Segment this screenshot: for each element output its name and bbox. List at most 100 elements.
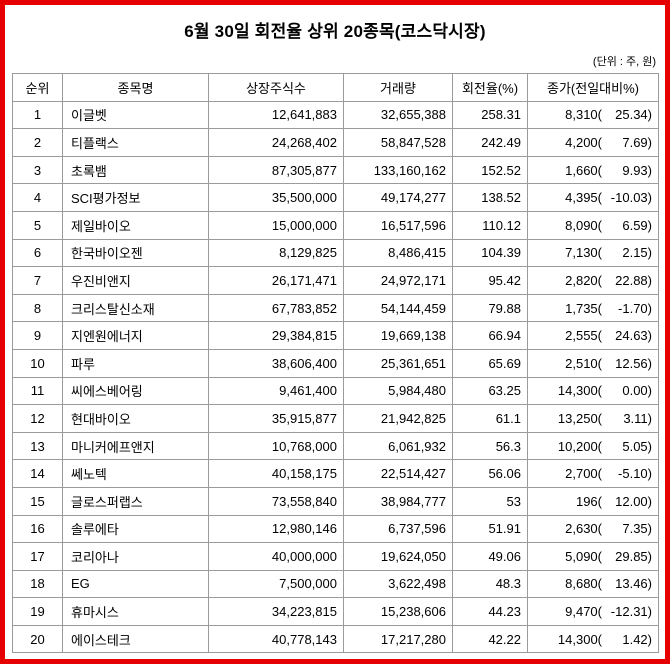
shares-cell: 40,000,000 <box>208 542 344 571</box>
rank-cell: 17 <box>12 542 63 571</box>
table-row: 11 씨에스베어링 9,461,400 5,984,480 63.25 14,300(0.… <box>12 376 659 406</box>
name-cell: 솔루에타 <box>62 514 209 544</box>
turnover-cell: 61.1 <box>452 404 528 433</box>
close-cell: 4,200(7.69) <box>527 128 659 157</box>
close-change: 24.63) <box>615 328 652 344</box>
name-cell: 글로스퍼랩스 <box>62 486 209 516</box>
volume-cell: 54,144,459 <box>343 293 453 323</box>
rank-cell: 7 <box>12 266 63 295</box>
turnover-cell: 56.3 <box>452 431 528 461</box>
rank-cell: 19 <box>12 597 63 626</box>
table-row: 6 한국바이오젠 8,129,825 8,486,415 104.39 7,130(2.1… <box>12 238 659 268</box>
close-change: -12.31) <box>610 604 652 620</box>
name-cell: 크리스탈신소재 <box>62 293 209 323</box>
rank-cell: 4 <box>12 183 63 212</box>
table-row: 20 에이스테크 40,778,143 17,217,280 42.22 14,300(1… <box>12 624 659 654</box>
close-change: 2.15) <box>622 245 652 261</box>
shares-cell: 35,500,000 <box>208 183 344 212</box>
table-row: 8 크리스탈신소재 67,783,852 54,144,459 79.88 1,735(-… <box>12 293 659 323</box>
name-cell: 제일바이오 <box>62 210 209 240</box>
turnover-cell: 138.52 <box>452 183 528 212</box>
rank-cell: 8 <box>12 293 63 323</box>
table-row: 4 SCI평가정보 35,500,000 49,174,277 138.52 4,395(… <box>12 183 659 212</box>
col-header-volume: 거래량 <box>343 73 453 102</box>
unit-note: (단위 : 주, 원) <box>592 56 656 68</box>
rank-cell: 9 <box>12 321 63 350</box>
table-header-row: 순위 종목명 상장주식수 거래량 회전율(%) 종가(전일대비%) <box>12 73 659 102</box>
close-cell: 2,700(-5.10) <box>527 459 659 488</box>
volume-cell: 25,361,651 <box>343 348 453 378</box>
shares-cell: 40,778,143 <box>208 624 344 654</box>
name-cell: 초록뱀 <box>62 155 209 185</box>
shares-cell: 67,783,852 <box>208 293 344 323</box>
close-price: 5,090( <box>565 548 602 564</box>
close-cell: 2,555( 24.63) <box>527 321 659 350</box>
name-cell: EG <box>62 569 209 599</box>
shares-cell: 24,268,402 <box>208 128 344 157</box>
rank-cell: 10 <box>12 348 63 378</box>
close-change: -10.03) <box>610 190 652 206</box>
rank-cell: 1 <box>12 100 63 130</box>
shares-cell: 87,305,877 <box>208 155 344 185</box>
close-change: 25.34) <box>615 107 652 123</box>
close-change: 13.46) <box>615 576 652 592</box>
close-change: 29.85) <box>615 548 652 564</box>
turnover-cell: 53 <box>452 486 528 516</box>
table-row: 16 솔루에타 12,980,146 6,737,596 51.91 2,630(7.35… <box>12 514 659 544</box>
name-cell: 씨에스베어링 <box>62 376 209 406</box>
table-row: 3 초록뱀 87,305,877 133,160,162 152.52 1,660(9.9… <box>12 155 659 185</box>
volume-cell: 58,847,528 <box>343 128 453 157</box>
volume-cell: 5,984,480 <box>343 376 453 406</box>
close-price: 14,300( <box>557 631 602 647</box>
table-row: 14 쎄노텍 40,158,175 22,514,427 56.06 2,700(-5.1… <box>12 459 659 488</box>
close-cell: 2,510(12.56) <box>527 348 659 378</box>
close-price: 2,555( <box>565 328 602 344</box>
close-change: 12.00) <box>615 493 652 509</box>
close-change: -1.70) <box>618 300 652 316</box>
table-row: 19 휴마시스 34,223,815 15,238,606 44.23 9,470(-12… <box>12 597 659 626</box>
table-row: 2 티플랙스 24,268,402 58,847,528 242.49 4,200(7.6… <box>12 128 659 157</box>
close-change: 3.11) <box>623 410 652 426</box>
volume-cell: 6,737,596 <box>343 514 453 544</box>
shares-cell: 34,223,815 <box>208 597 344 626</box>
rank-cell: 3 <box>12 155 63 185</box>
close-price: 13,250( <box>557 410 602 426</box>
turnover-cell: 48.3 <box>452 569 528 599</box>
col-header-shares: 상장주식수 <box>208 73 344 102</box>
close-cell: 9,470(-12.31) <box>527 597 659 626</box>
col-header-turnover: 회전율(%) <box>452 73 528 102</box>
turnover-cell: 104.39 <box>452 238 528 268</box>
close-price: 196( <box>575 493 602 509</box>
close-change: 12.56) <box>615 355 652 371</box>
close-change: 7.69) <box>622 134 652 150</box>
table-row: 7 우진비앤지 26,171,471 24,972,171 95.42 2,820(22.… <box>12 266 659 295</box>
volume-cell: 21,942,825 <box>343 404 453 433</box>
table-row: 1 이글벳 12,641,883 32,655,388 258.31 8,310(25.3… <box>12 100 659 130</box>
rank-cell: 12 <box>12 404 63 433</box>
name-cell: 티플랙스 <box>62 128 209 157</box>
name-cell: 코리아나 <box>62 542 209 571</box>
shares-cell: 35,915,877 <box>208 404 344 433</box>
shares-cell: 38,606,400 <box>208 348 344 378</box>
shares-cell: 29,384,815 <box>208 321 344 350</box>
close-price: 8,680( <box>565 576 602 592</box>
rank-cell: 13 <box>12 431 63 461</box>
close-change: 6.59) <box>622 217 652 233</box>
table-row: 17 코리아나 40,000,000 19,624,050 49.06 5,090(29.… <box>12 542 659 571</box>
close-cell: 4,395(-10.03) <box>527 183 659 212</box>
volume-cell: 22,514,427 <box>343 459 453 488</box>
close-cell: 8,310(25.34) <box>527 100 659 130</box>
volume-cell: 49,174,277 <box>343 183 453 212</box>
col-header-rank: 순위 <box>12 73 63 102</box>
turnover-cell: 49.06 <box>452 542 528 571</box>
close-change: 1.42) <box>622 631 652 647</box>
volume-cell: 24,972,171 <box>343 266 453 295</box>
name-cell: 이글벳 <box>62 100 209 130</box>
name-cell: 현대바이오 <box>62 404 209 433</box>
close-price: 2,630( <box>565 521 602 537</box>
volume-cell: 17,217,280 <box>343 624 453 654</box>
volume-cell: 16,517,596 <box>343 210 453 240</box>
volume-cell: 133,160,162 <box>343 155 453 185</box>
close-price: 7,130( <box>565 245 602 261</box>
